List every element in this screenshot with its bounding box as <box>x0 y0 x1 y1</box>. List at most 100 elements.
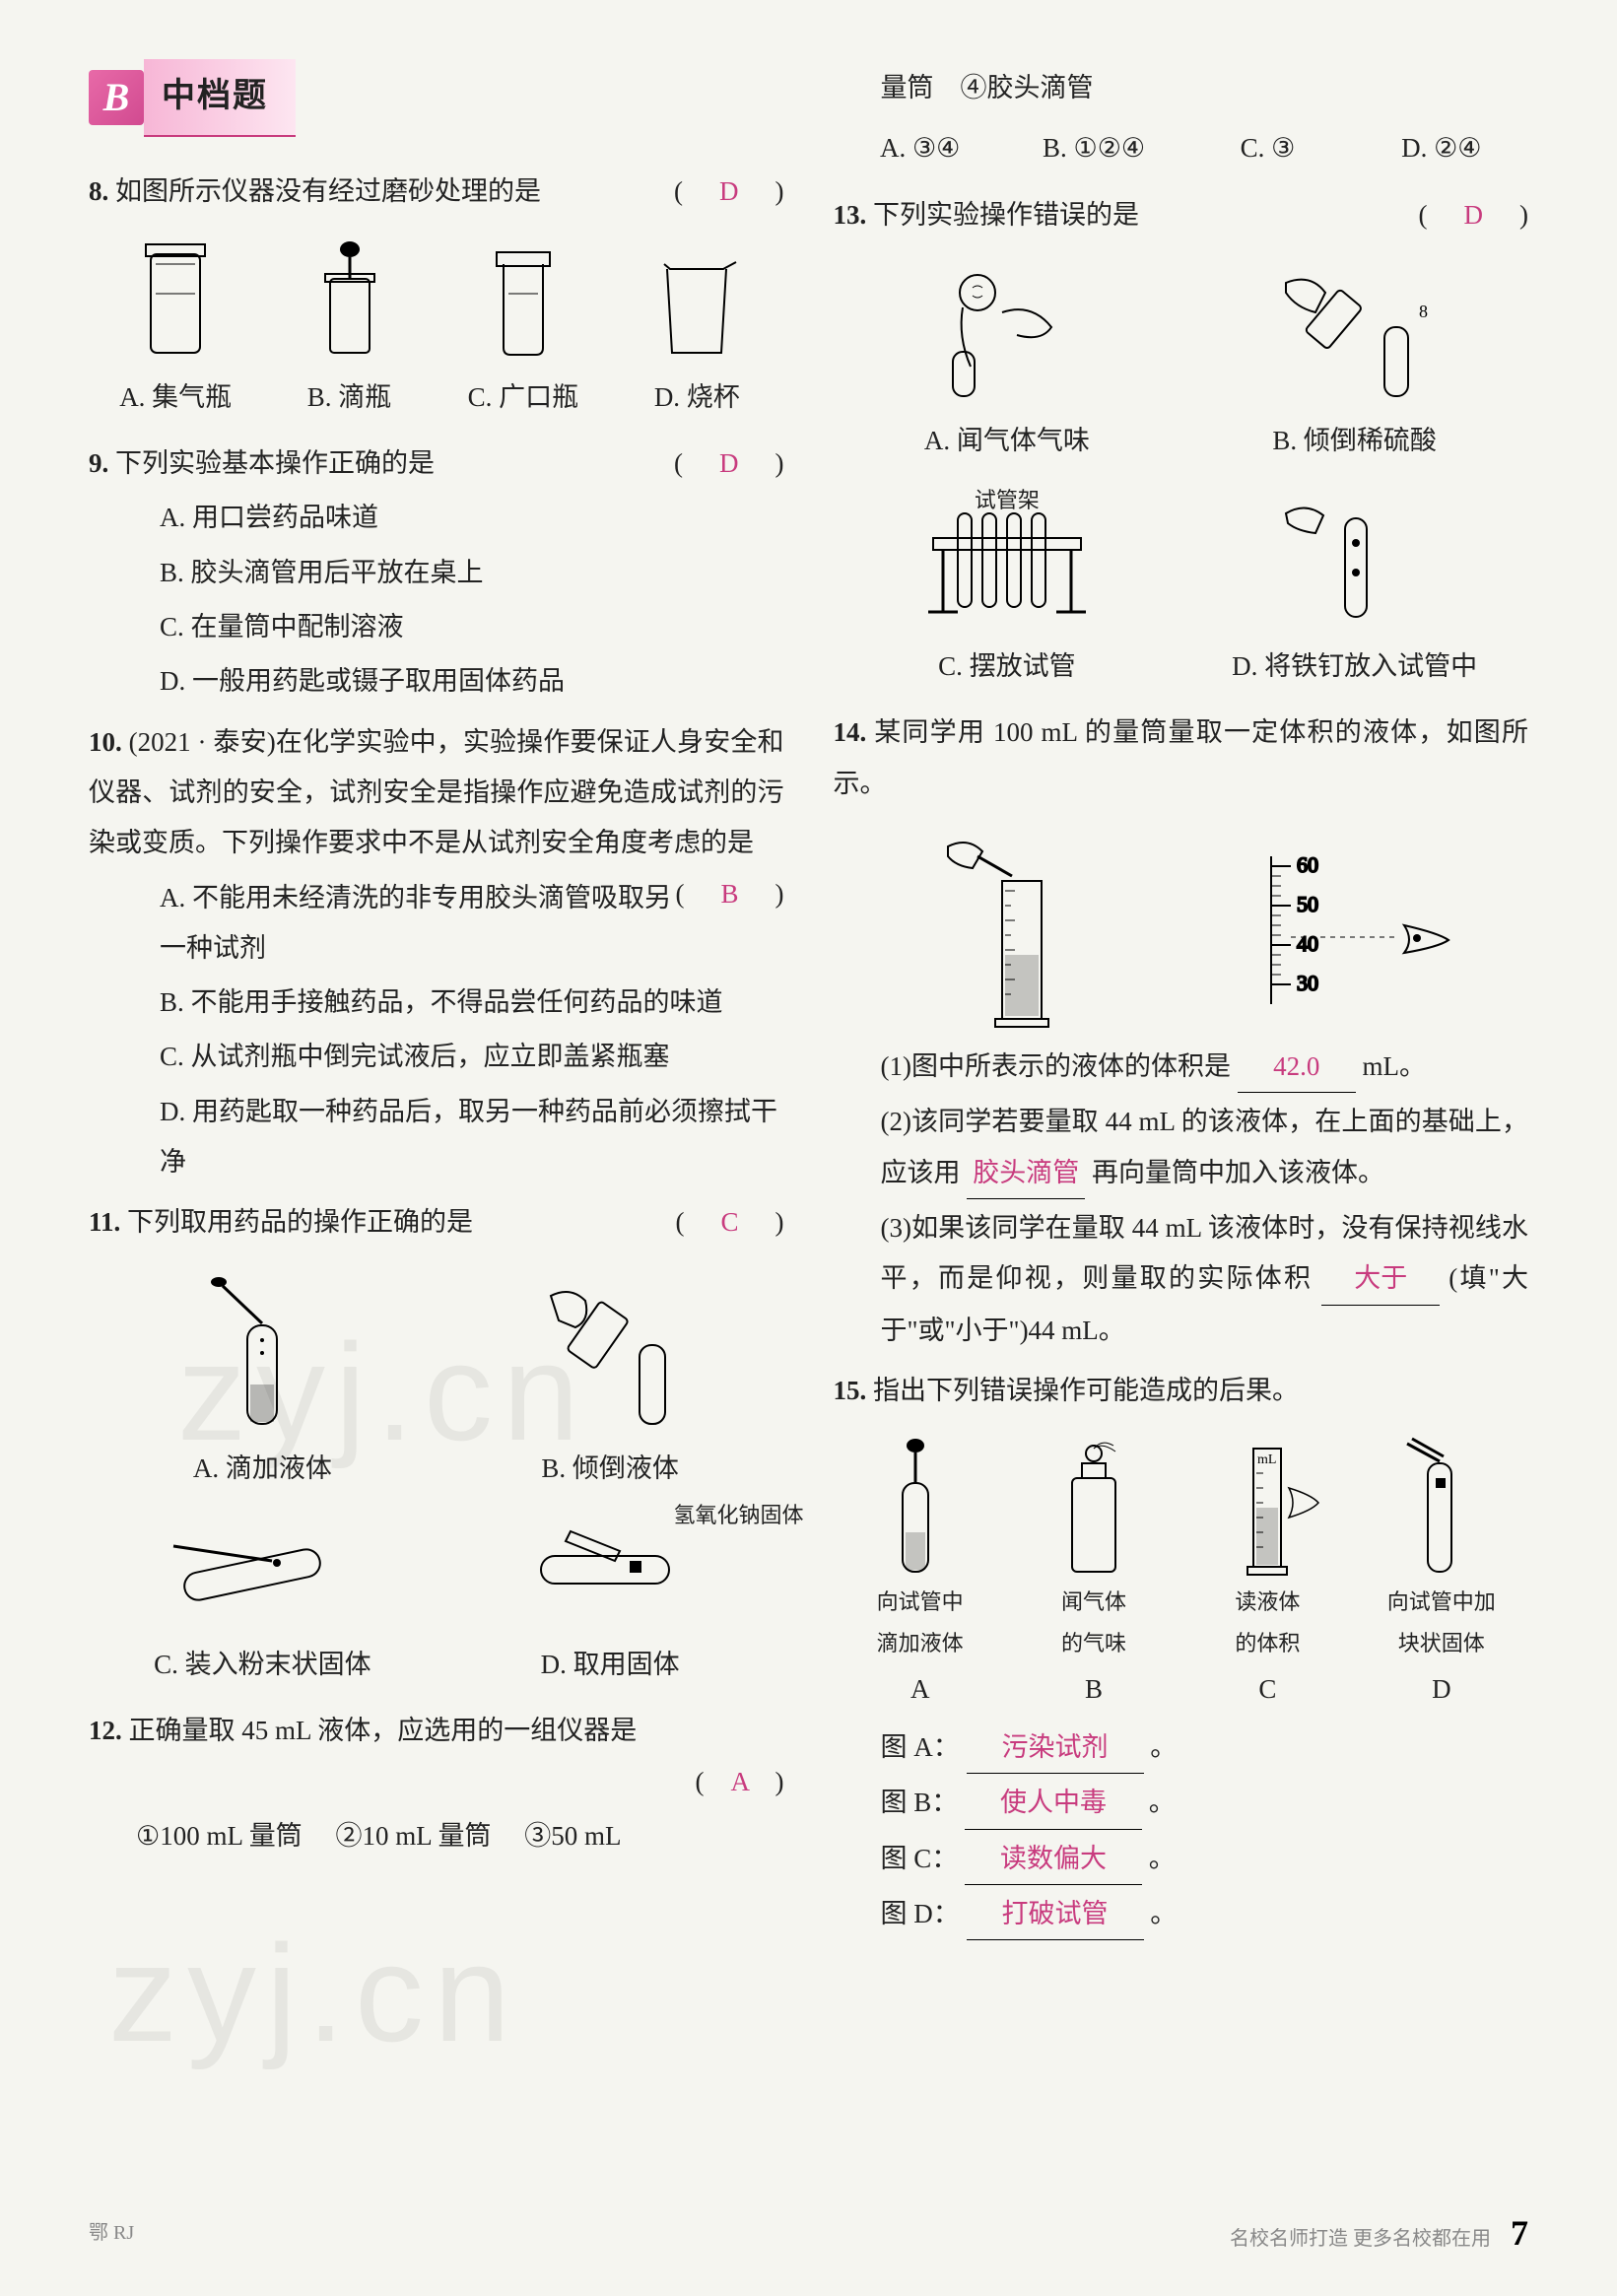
q11-img-B <box>437 1266 784 1434</box>
q11-img-A <box>89 1266 437 1434</box>
q13-img-D <box>1180 484 1528 632</box>
section-badge: B <box>89 70 144 125</box>
q13-opt-B: B. 倾倒稀硫酸 <box>1180 416 1528 466</box>
footer-right: 名校名师打造 更多名校都在用 <box>1230 2228 1491 2250</box>
q11-opts-1: A. 滴加液体 B. 倾倒液体 <box>89 1444 784 1494</box>
question-12: 12. 正确量取 45 mL 液体，应选用的一组仪器是 ( A ) ①100 m… <box>89 1706 784 1861</box>
q11-images-1 <box>89 1266 784 1434</box>
q11-num: 11. <box>89 1207 120 1237</box>
q13-answer-paren: ( D ) <box>1419 190 1529 240</box>
q15-images: 向试管中 滴加液体 A 闻气体 的气味 B mL 读液体 的体积 C 向试管中加… <box>834 1434 1529 1715</box>
q15-ans-B-val: 使人中毒 <box>965 1778 1142 1829</box>
q9-opt-B: B. 胶头滴管用后平放在桌上 <box>89 548 784 598</box>
q14-p3-ans: 大于 <box>1321 1253 1440 1305</box>
q8-images <box>89 235 784 363</box>
question-13: 13. 下列实验操作错误的是 ( D ) 8 A. 闻气体气味 B. 倾倒稀硫酸… <box>834 190 1529 693</box>
q15-text: 指出下列错误操作可能造成的后果。 <box>873 1376 1299 1405</box>
question-15: 15. 指出下列错误操作可能造成的后果。 向试管中 滴加液体 A 闻气体 的气味… <box>834 1366 1529 1940</box>
q14-text: 某同学用 100 mL 的量筒量取一定体积的液体，如图所示。 <box>834 717 1529 797</box>
q10-text: (2021 · 泰安)在化学实验中，实验操作要保证人身安全和仪器、试剂的安全，试… <box>89 727 784 858</box>
question-12-cont: 量筒 ④胶头滴管 A. ③④ B. ①②④ C. ③ D. ②④ <box>834 63 1529 174</box>
right-column: 量筒 ④胶头滴管 A. ③④ B. ①②④ C. ③ D. ②④ 13. 下列实… <box>834 59 1529 1950</box>
q13-img-B: 8 <box>1180 258 1528 406</box>
q11-opts-2: C. 装入粉末状固体 D. 取用固体 <box>89 1640 784 1690</box>
q13-c-label: 试管架 <box>975 480 1040 521</box>
q8-img-A <box>89 235 262 363</box>
q14-images: 60 50 40 30 <box>834 827 1529 1034</box>
q14-p1: (1)图中所表示的液体的体积是 42.0 mL。 <box>834 1042 1529 1093</box>
section-title: 中档题 <box>144 59 296 137</box>
q13-opt-A: A. 闻气体气味 <box>834 416 1181 466</box>
q15-ans-A: 图 A： 污染试剂 。 <box>834 1722 1529 1774</box>
svg-text:8: 8 <box>1419 302 1428 321</box>
question-8: 8. 如图所示仪器没有经过磨砂处理的是 ( D ) A. 集气瓶 B. 滴瓶 C… <box>89 167 784 424</box>
q8-opt-D: D. 烧杯 <box>610 372 783 423</box>
q12-cont: 量筒 ④胶头滴管 <box>834 63 1529 113</box>
question-9: 9. 下列实验基本操作正确的是 ( D ) A. 用口尝药品味道 B. 胶头滴管… <box>89 439 784 707</box>
q12-opt-A: A. ③④ <box>834 123 1007 173</box>
q8-opts: A. 集气瓶 B. 滴瓶 C. 广口瓶 D. 烧杯 <box>89 372 784 423</box>
q15-num: 15. <box>834 1376 867 1405</box>
q9-answer-paren: ( D ) <box>674 439 784 489</box>
q14-scale-40: 40 <box>1297 931 1318 956</box>
q12-items: ①100 mL 量筒 ②10 mL 量筒 ③50 mL <box>89 1811 784 1861</box>
q12-opts: A. ③④ B. ①②④ C. ③ D. ②④ <box>834 123 1529 173</box>
q11-opt-B: B. 倾倒液体 <box>437 1444 784 1494</box>
svg-text:mL: mL <box>1257 1452 1276 1467</box>
q14-scale-60: 60 <box>1297 852 1318 877</box>
q11-opt-A: A. 滴加液体 <box>89 1444 437 1494</box>
q14-p2-ans: 胶头滴管 <box>967 1148 1085 1199</box>
q9-opt-C: C. 在量筒中配制溶液 <box>89 602 784 652</box>
q10-num: 10. <box>89 727 122 757</box>
q14-img-left <box>834 827 1181 1034</box>
q13-img-C: 试管架 <box>834 484 1181 632</box>
q11-opt-D: D. 取用固体 <box>437 1640 784 1690</box>
q12-num: 12. <box>89 1716 122 1745</box>
q15-ans-D-val: 打破试管 <box>967 1889 1144 1940</box>
q13-text: 下列实验操作错误的是 <box>873 200 1139 230</box>
q15-ans-D: 图 D： 打破试管 。 <box>834 1889 1529 1940</box>
q8-num: 8. <box>89 176 108 206</box>
q15-ans-C-val: 读数偏大 <box>965 1834 1142 1885</box>
q13-img-A <box>834 258 1181 406</box>
q12-text: 正确量取 45 mL 液体，应选用的一组仪器是 <box>129 1716 638 1745</box>
q9-num: 9. <box>89 448 108 478</box>
question-14: 14. 某同学用 100 mL 的量筒量取一定体积的液体，如图所示。 <box>834 708 1529 1355</box>
section-header: B 中档题 <box>89 59 784 137</box>
q13-images-1: 8 <box>834 258 1529 406</box>
question-11: 11. 下列取用药品的操作正确的是 ( C ) A. 滴加液体 B. 倾倒液体 … <box>89 1197 784 1690</box>
page-number: 7 <box>1511 2213 1528 2253</box>
q15-ans-A-val: 污染试剂 <box>967 1722 1144 1774</box>
question-10: 10. (2021 · 泰安)在化学实验中，实验操作要保证人身安全和仪器、试剂的… <box>89 717 784 1188</box>
q8-img-C <box>437 235 610 363</box>
q10-opt-D: D. 用药匙取一种药品后，取另一种药品前必须擦拭干净 <box>89 1087 784 1188</box>
q14-p3: (3)如果该同学在量取 44 mL 该液体时，没有保持视线水平，而是仰视，则量取… <box>834 1203 1529 1356</box>
q11-images-2: 氢氧化钠固体 <box>89 1512 784 1630</box>
q8-opt-A: A. 集气瓶 <box>89 372 262 423</box>
q8-text: 如图所示仪器没有经过磨砂处理的是 <box>115 176 541 206</box>
q11-img-C <box>89 1512 437 1630</box>
q13-opt-D: D. 将铁钉放入试管中 <box>1180 642 1528 692</box>
q14-p1-ans: 42.0 <box>1238 1042 1356 1093</box>
q12-opt-C: C. ③ <box>1180 123 1354 173</box>
q15-ans-C: 图 C： 读数偏大 。 <box>834 1834 1529 1885</box>
q14-num: 14. <box>834 717 867 747</box>
q14-img-right: 60 50 40 30 <box>1180 827 1528 1034</box>
q12-opt-D: D. ②④ <box>1355 123 1528 173</box>
footer: 鄂 RJ 名校名师打造 更多名校都在用 7 <box>0 2199 1617 2266</box>
footer-left: 鄂 RJ <box>89 2214 134 2252</box>
q8-img-D <box>610 235 783 363</box>
q8-opt-C: C. 广口瓶 <box>437 372 610 423</box>
q8-answer-paren: ( D ) <box>674 167 784 217</box>
q13-opts-2: C. 摆放试管 D. 将铁钉放入试管中 <box>834 642 1529 692</box>
q11-answer-paren: ( C ) <box>675 1197 783 1248</box>
q13-opts-1: A. 闻气体气味 B. 倾倒稀硫酸 <box>834 416 1529 466</box>
q13-opt-C: C. 摆放试管 <box>834 642 1181 692</box>
q15-img-A: 向试管中 滴加液体 A <box>834 1434 1007 1715</box>
q15-ans-B: 图 B： 使人中毒 。 <box>834 1778 1529 1829</box>
q11-text: 下列取用药品的操作正确的是 <box>127 1207 473 1237</box>
q11-opt-C: C. 装入粉末状固体 <box>89 1640 437 1690</box>
q13-num: 13. <box>834 200 867 230</box>
q10-opt-C: C. 从试剂瓶中倒完试液后，应立即盖紧瓶塞 <box>89 1032 784 1082</box>
q9-text: 下列实验基本操作正确的是 <box>115 448 435 478</box>
